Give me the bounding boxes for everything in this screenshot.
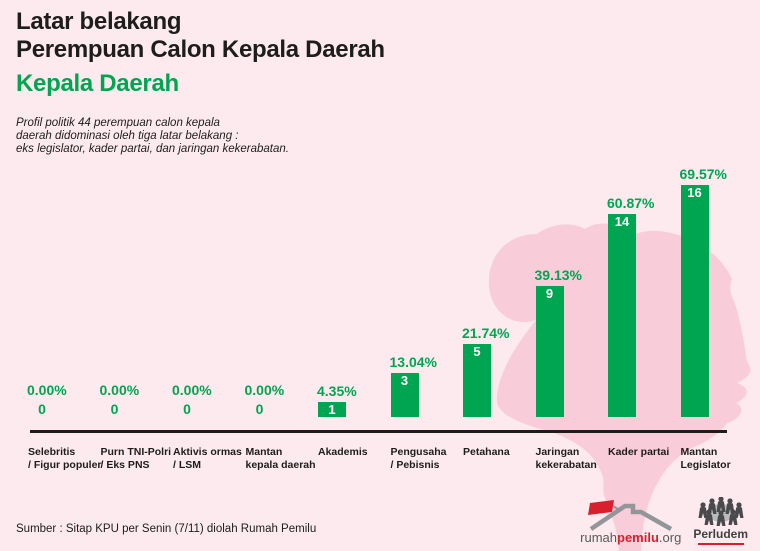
chart-column: 3 13.04%: [370, 165, 443, 417]
bar-count-label: 16: [687, 185, 702, 200]
perludem-wordmark: Perludem: [693, 527, 748, 541]
chart-column: 9 39.13%: [515, 165, 588, 417]
chart-column: 0 0.00%: [225, 165, 298, 417]
page-subtitle: Kepala Daerah: [16, 70, 179, 97]
bar-percent-label: 21.74%: [462, 325, 510, 341]
bar-count-label: 0: [110, 401, 119, 417]
category-label: Mantan Legislator: [680, 446, 731, 471]
bar: 14: [608, 214, 636, 417]
chart-column: 14 60.87%: [587, 165, 660, 417]
x-axis-line: [30, 430, 727, 433]
chart-column: 16 69.57%: [660, 165, 733, 417]
house-roof-flag-icon: [587, 500, 672, 531]
bar-count-label: 14: [614, 214, 630, 229]
bar-percent-label: 0.00%: [172, 382, 212, 398]
category-label: Pengusaha / Pebisnis: [390, 446, 447, 471]
bar-percent-label: 13.04%: [389, 354, 437, 370]
description-line: Profil politik 44 perempuan calon kepala: [16, 117, 220, 129]
perludem-tagline-bar: [697, 543, 744, 545]
perludem-logo: Perludem: [693, 497, 748, 545]
description-line: eks legislator, kader partai, dan jaring…: [16, 143, 289, 155]
category-label: Purn TNI-Polri / Eks PNS: [100, 446, 172, 471]
category-label: Akademis: [318, 446, 368, 458]
chart-column: 5 21.74%: [442, 165, 515, 417]
chart-column: 0 0.00%: [152, 165, 225, 417]
category-label: Jaringan kekerabatan: [535, 446, 597, 471]
bar-percent-label: 69.57%: [679, 166, 727, 182]
category-label: Mantan kepala daerah: [245, 446, 316, 471]
people-circle-icon: [698, 497, 744, 526]
bar-count-label: 3: [400, 373, 409, 388]
chart-description: Profil politik 44 perempuan calon kepala…: [16, 117, 289, 156]
source-note: Sumber : Sitap KPU per Senin (7/11) diol…: [16, 523, 317, 535]
category-label: Petahana: [463, 446, 510, 458]
bar-chart: 0 0.00% 0 0.00% 0 0.00% 0 0.00% 1 4.35% 3 13.04% 5 21…: [7, 165, 732, 417]
bar-count-label: 5: [473, 344, 481, 359]
chart-column: 1 4.35%: [297, 165, 370, 417]
bar-count-label: 0: [255, 401, 264, 417]
bar-percent-label: 0.00%: [27, 382, 67, 398]
category-label: Aktivis ormas / LSM: [173, 446, 242, 471]
chart-column: 0 0.00%: [7, 165, 80, 417]
bar-count-label: 0: [183, 401, 191, 417]
category-label: Kader partai: [608, 446, 670, 458]
bar-percent-label: 0.00%: [244, 382, 285, 398]
bar: 5: [463, 344, 491, 417]
page-title-line2: Perempuan Calon Kepala Daerah: [16, 36, 385, 63]
bar-count-label: 1: [328, 402, 336, 417]
bar-count-label: 0: [38, 401, 46, 417]
rumahpemilu-brand: pemilu: [617, 530, 659, 545]
bar-percent-label: 4.35%: [317, 383, 357, 399]
bar: 9: [535, 286, 564, 417]
rumahpemilu-suffix: .org: [658, 530, 682, 545]
bar-percent-label: 60.87%: [607, 195, 655, 211]
category-label-row: Selebritis / Figur populer Purn TNI-Polri /…: [7, 446, 732, 478]
chart-column: 0 0.00%: [80, 165, 153, 417]
category-label: Selebritis / Figur populer: [28, 446, 102, 471]
page-title-line1: Latar belakang: [16, 8, 182, 35]
footer-logos: rumahpemilu.org Perludem: [580, 497, 748, 545]
rumahpemilu-logo: rumahpemilu.org: [580, 499, 681, 545]
bar: 16: [680, 185, 709, 417]
bar-percent-label: 39.13%: [534, 267, 582, 283]
rumahpemilu-prefix: rumah: [580, 530, 617, 545]
bar: 1: [318, 402, 346, 417]
bar-count-label: 9: [545, 286, 554, 301]
page-title: Latar belakang Perempuan Calon Kepala Da…: [16, 8, 385, 64]
bar: 3: [390, 373, 419, 417]
bar-percent-label: 0.00%: [99, 382, 140, 398]
rumahpemilu-wordmark: rumahpemilu.org: [580, 531, 681, 545]
description-line: daerah didominasi oleh tiga latar belaka…: [16, 130, 239, 142]
